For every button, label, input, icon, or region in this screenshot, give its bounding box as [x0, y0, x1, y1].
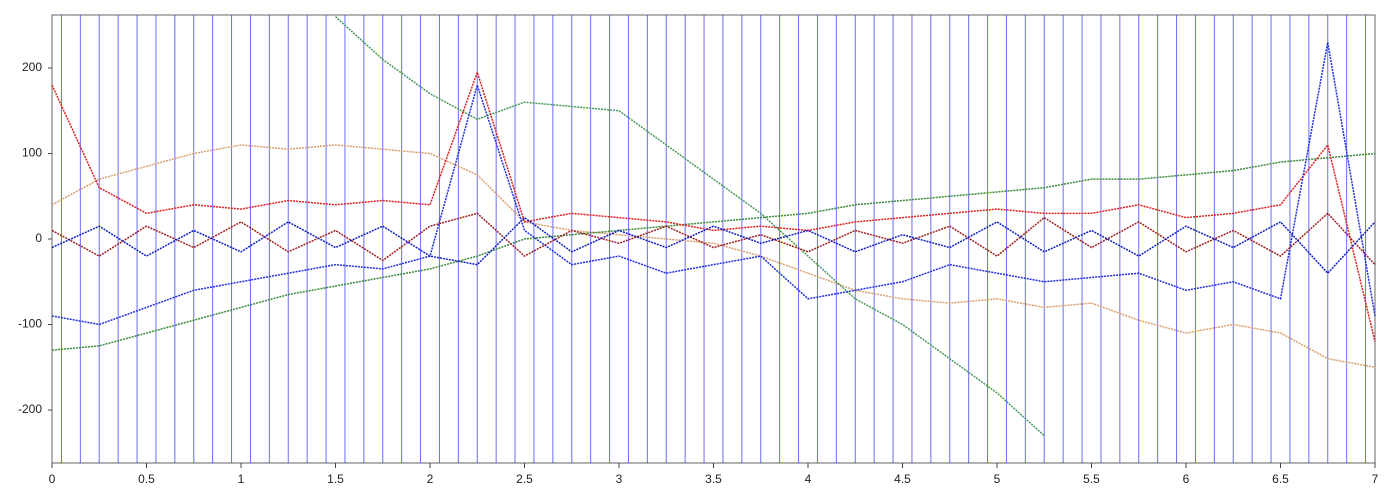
- y-tick-label: 0: [35, 231, 42, 245]
- series-line: [334, 16, 1045, 437]
- x-tick-label: 7: [1372, 472, 1379, 486]
- x-tick-label: 6.5: [1272, 472, 1289, 486]
- x-tick-label: 3.5: [705, 472, 722, 486]
- x-tick-label: 6: [1183, 472, 1190, 486]
- x-tick-label: 5: [994, 472, 1001, 486]
- y-tick-label: -100: [18, 317, 42, 331]
- series-line: [51, 152, 1376, 351]
- x-tick-label: 1: [238, 472, 245, 486]
- series-line: [51, 212, 1376, 266]
- series-line: [51, 69, 1376, 342]
- x-tick-label: 2: [427, 472, 434, 486]
- x-tick-label: 1.5: [327, 472, 344, 486]
- x-tick-label: 0.5: [138, 472, 155, 486]
- y-tick-label: 100: [22, 146, 42, 160]
- series-line: [51, 144, 1376, 368]
- x-tick-label: 0: [49, 472, 56, 486]
- series-line: [51, 216, 1376, 275]
- x-tick-label: 4: [805, 472, 812, 486]
- x-tick-label: 5.5: [1083, 472, 1100, 486]
- x-tick-label: 3: [616, 472, 623, 486]
- plot-area: [51, 14, 1376, 464]
- y-tick-label: -200: [18, 402, 42, 416]
- x-tick-label: 4.5: [894, 472, 911, 486]
- x-tick-label: 2.5: [516, 472, 533, 486]
- series-line: [51, 42, 1376, 326]
- y-tick-label: 200: [22, 60, 42, 74]
